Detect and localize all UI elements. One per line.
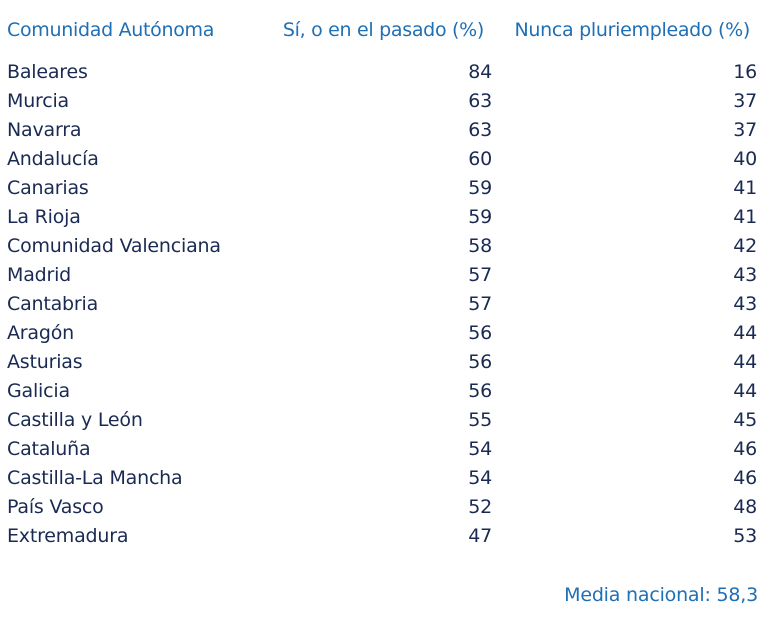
table-row: Aragón 56 44 <box>7 322 767 351</box>
table-row: Cataluña 54 46 <box>7 438 767 467</box>
header-never: Nunca pluriempleado (%) <box>514 19 751 41</box>
region-cell: Asturias <box>7 351 83 373</box>
never-cell: 43 <box>733 264 757 286</box>
table-row: Navarra 63 37 <box>7 119 767 148</box>
table-row: Andalucía 60 40 <box>7 148 767 177</box>
region-cell: La Rioja <box>7 206 81 228</box>
table-row: Murcia 63 37 <box>7 90 767 119</box>
employment-table: Comunidad Autónoma Sí, o en el pasado (%… <box>7 19 767 49</box>
header-yes-or-past: Sí, o en el pasado (%) <box>282 19 484 41</box>
table-row: País Vasco 52 48 <box>7 496 767 525</box>
yes-or-past-cell: 63 <box>468 119 492 141</box>
never-cell: 41 <box>733 177 757 199</box>
table-row: Extremadura 47 53 <box>7 525 767 554</box>
header-region: Comunidad Autónoma <box>7 19 215 41</box>
table-row: Galicia 56 44 <box>7 380 767 409</box>
never-cell: 37 <box>733 119 757 141</box>
never-cell: 37 <box>733 90 757 112</box>
yes-or-past-cell: 57 <box>468 264 492 286</box>
region-cell: Cantabria <box>7 293 99 315</box>
national-average: Media nacional: 58,3 <box>564 584 758 606</box>
yes-or-past-cell: 56 <box>468 351 492 373</box>
yes-or-past-cell: 54 <box>468 467 492 489</box>
yes-or-past-cell: 56 <box>468 322 492 344</box>
yes-or-past-cell: 59 <box>468 206 492 228</box>
region-cell: País Vasco <box>7 496 104 518</box>
never-cell: 46 <box>733 467 757 489</box>
never-cell: 44 <box>733 351 757 373</box>
never-cell: 45 <box>733 409 757 431</box>
never-cell: 44 <box>733 380 757 402</box>
region-cell: Madrid <box>7 264 72 286</box>
yes-or-past-cell: 54 <box>468 438 492 460</box>
yes-or-past-cell: 84 <box>468 61 492 83</box>
never-cell: 48 <box>733 496 757 518</box>
table-row: Castilla-La Mancha 54 46 <box>7 467 767 496</box>
table-row: Asturias 56 44 <box>7 351 767 380</box>
yes-or-past-cell: 57 <box>468 293 492 315</box>
table-row: Cantabria 57 43 <box>7 293 767 322</box>
table-row: Castilla y León 55 45 <box>7 409 767 438</box>
yes-or-past-cell: 55 <box>468 409 492 431</box>
region-cell: Comunidad Valenciana <box>7 235 221 257</box>
region-cell: Cataluña <box>7 438 91 460</box>
yes-or-past-cell: 58 <box>468 235 492 257</box>
table-row: Comunidad Valenciana 58 42 <box>7 235 767 264</box>
never-cell: 41 <box>733 206 757 228</box>
never-cell: 53 <box>733 525 757 547</box>
region-cell: Extremadura <box>7 525 129 547</box>
region-cell: Canarias <box>7 177 89 199</box>
never-cell: 16 <box>733 61 757 83</box>
table-row: La Rioja 59 41 <box>7 206 767 235</box>
region-cell: Galicia <box>7 380 70 402</box>
never-cell: 43 <box>733 293 757 315</box>
never-cell: 42 <box>733 235 757 257</box>
region-cell: Andalucía <box>7 148 99 170</box>
never-cell: 40 <box>733 148 757 170</box>
yes-or-past-cell: 60 <box>468 148 492 170</box>
region-cell: Castilla y León <box>7 409 143 431</box>
yes-or-past-cell: 47 <box>468 525 492 547</box>
table-row: Madrid 57 43 <box>7 264 767 293</box>
never-cell: 44 <box>733 322 757 344</box>
yes-or-past-cell: 63 <box>468 90 492 112</box>
table-row: Canarias 59 41 <box>7 177 767 206</box>
yes-or-past-cell: 52 <box>468 496 492 518</box>
yes-or-past-cell: 56 <box>468 380 492 402</box>
yes-or-past-cell: 59 <box>468 177 492 199</box>
region-cell: Murcia <box>7 90 69 112</box>
never-cell: 46 <box>733 438 757 460</box>
region-cell: Aragón <box>7 322 74 344</box>
table-header: Comunidad Autónoma Sí, o en el pasado (%… <box>7 19 767 49</box>
region-cell: Navarra <box>7 119 82 141</box>
region-cell: Castilla-La Mancha <box>7 467 183 489</box>
region-cell: Baleares <box>7 61 88 83</box>
table-row: Baleares 84 16 <box>7 61 767 90</box>
